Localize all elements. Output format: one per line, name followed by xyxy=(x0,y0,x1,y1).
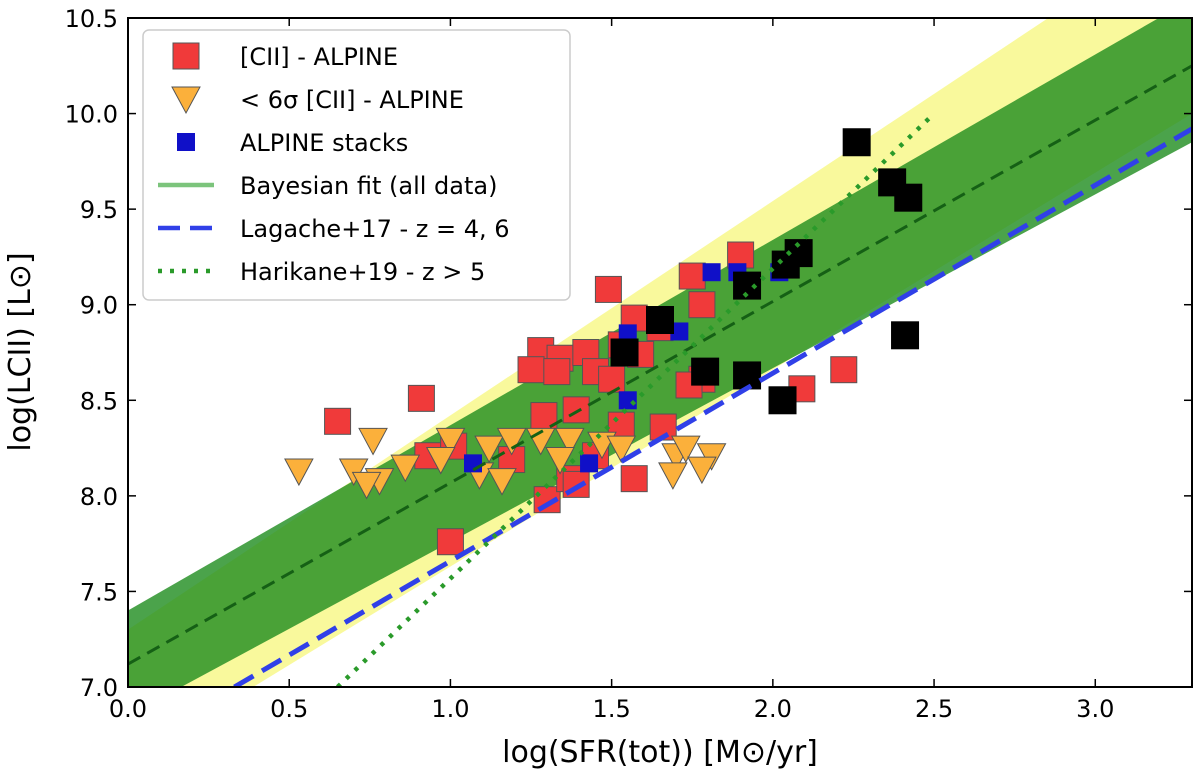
legend-label: ALPINE stacks xyxy=(240,129,408,157)
fit-band xyxy=(128,18,1192,687)
triangle-marker xyxy=(670,435,701,464)
y-tick-label: 9.5 xyxy=(80,196,118,224)
square-marker xyxy=(598,365,626,393)
triangle-marker xyxy=(658,462,688,490)
square-marker xyxy=(733,361,762,390)
x-tick-label: 3.0 xyxy=(1076,695,1114,723)
triangle-marker xyxy=(390,454,421,483)
plot-area xyxy=(128,18,1192,687)
square-marker xyxy=(891,321,920,350)
y-tick-label: 8.0 xyxy=(80,483,118,511)
square-marker xyxy=(562,396,590,424)
triangle-marker xyxy=(687,456,717,485)
square-marker xyxy=(324,407,352,435)
fit-line xyxy=(233,126,1192,687)
triangle-marker xyxy=(545,447,575,475)
x-tick-label: 2.5 xyxy=(915,695,953,723)
square-marker xyxy=(646,306,674,335)
legend-label: Bayesian fit (all data) xyxy=(240,172,497,200)
square-marker xyxy=(543,358,571,386)
triangle-marker xyxy=(171,86,201,115)
legend-label: [CII] - ALPINE xyxy=(240,43,398,71)
fit-line xyxy=(128,64,1192,666)
triangle-marker xyxy=(496,427,527,456)
square-marker xyxy=(678,262,706,290)
y-tick-label: 8.5 xyxy=(80,387,118,415)
legend: [CII] - ALPINE < 6σ [CII] - ALPINE ALPINE … xyxy=(142,29,571,301)
square-marker xyxy=(517,356,545,384)
square-marker xyxy=(172,42,200,70)
square-marker xyxy=(691,357,720,386)
triangle-marker xyxy=(425,447,456,475)
square-marker xyxy=(463,454,482,473)
square-marker xyxy=(594,275,622,303)
triangle-marker xyxy=(487,468,517,496)
axes-frame xyxy=(127,17,1193,688)
x-tick-label: 0.0 xyxy=(109,695,147,723)
triangle-marker xyxy=(284,458,314,487)
square-marker xyxy=(702,263,721,282)
square-marker xyxy=(618,391,637,410)
y-tick-label: 9.0 xyxy=(80,292,118,320)
x-tick-label: 2.0 xyxy=(754,695,792,723)
y-axis-label: log(LCII) [L⊙] xyxy=(3,252,38,451)
legend-box xyxy=(142,29,571,301)
square-marker xyxy=(842,128,871,157)
triangle-marker xyxy=(554,427,585,456)
y-tick-label: 10.0 xyxy=(65,101,118,129)
square-marker xyxy=(580,454,599,473)
x-tick-label: 0.5 xyxy=(270,695,308,723)
triangle-marker xyxy=(474,435,504,464)
square-marker xyxy=(830,356,858,384)
triangle-marker xyxy=(435,427,466,456)
legend-label: Lagache+17 - z = 4, 6 xyxy=(240,215,510,243)
square-marker xyxy=(436,528,464,556)
x-tick-label: 1.0 xyxy=(431,695,469,723)
triangle-marker xyxy=(351,471,382,500)
triangle-marker xyxy=(358,427,388,456)
x-axis-label: log(SFR(tot)) [M⊙/yr] xyxy=(502,735,818,770)
y-tick-label: 7.5 xyxy=(80,578,118,606)
square-marker xyxy=(177,133,195,151)
y-tick-label: 10.5 xyxy=(65,5,118,33)
square-marker xyxy=(618,324,637,343)
square-marker xyxy=(670,322,689,341)
square-marker xyxy=(407,384,435,412)
square-marker xyxy=(620,465,648,493)
square-marker xyxy=(768,386,797,415)
square-marker xyxy=(688,291,716,319)
legend-label: < 6σ [CII] - ALPINE xyxy=(240,86,464,114)
legend-label: Harikane+19 - z > 5 xyxy=(240,258,485,286)
square-marker xyxy=(894,183,923,212)
x-tick-label: 1.5 xyxy=(593,695,631,723)
y-tick-label: 7.0 xyxy=(80,674,118,702)
square-marker xyxy=(771,250,800,279)
triangle-marker xyxy=(606,435,637,464)
square-marker xyxy=(610,338,639,367)
